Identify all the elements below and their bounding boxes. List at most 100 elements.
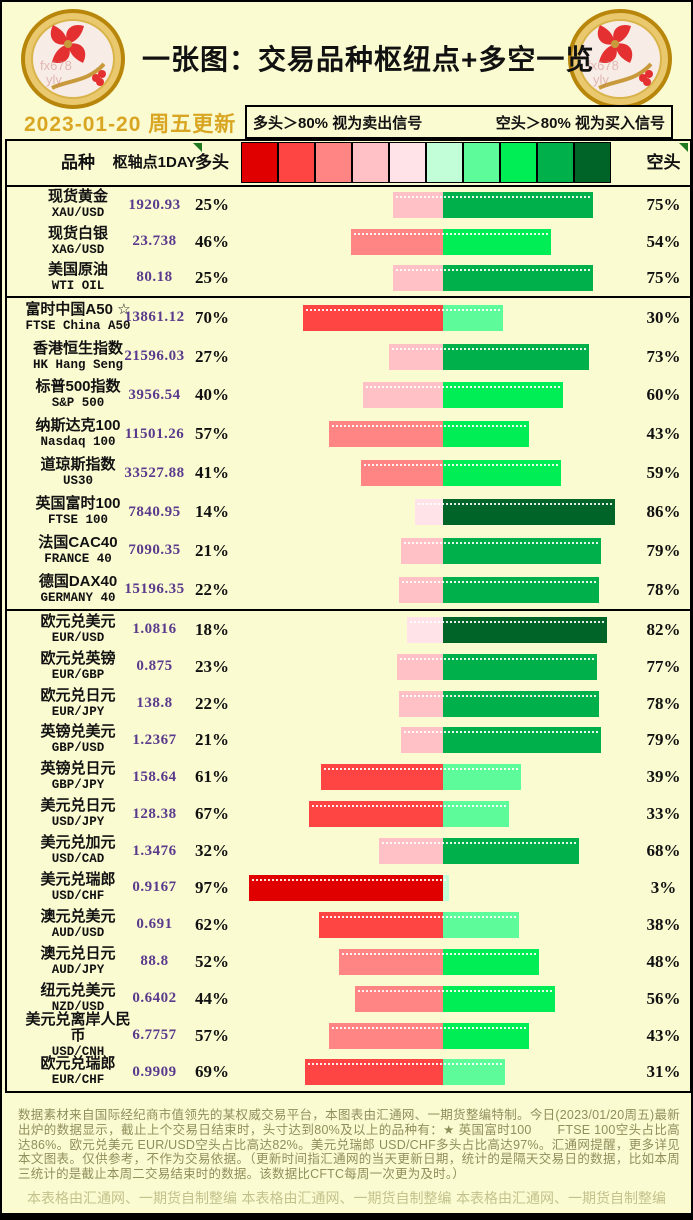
instrument-name: 现货白银 XAG/USD — [19, 223, 137, 259]
position-bar — [393, 264, 593, 291]
instrument-name: 英镑兑日元 GBP/JPY — [19, 759, 137, 796]
long-percent: 67% — [195, 804, 229, 824]
watermark-text: yly — [46, 72, 62, 87]
short-percent: 79% — [646, 540, 681, 560]
scale-swatch — [316, 143, 353, 182]
instrument-code: EUR/JPY — [51, 704, 105, 719]
short-percent: 39% — [646, 767, 681, 787]
instrument-name: 道琼斯指数 US30 — [19, 454, 137, 493]
short-percent: 30% — [646, 307, 681, 327]
long-percent: 97% — [195, 877, 229, 897]
short-percent: 33% — [646, 804, 681, 824]
long-bar — [303, 304, 443, 331]
pivot-value: 0.875 — [136, 658, 173, 675]
long-bar — [389, 343, 443, 370]
position-bar — [303, 304, 503, 331]
long-bar — [351, 228, 443, 255]
instrument-code: XAU/USD — [51, 206, 105, 221]
instrument-name-cn: 美国原油 — [47, 260, 108, 278]
long-percent: 27% — [195, 346, 229, 366]
long-percent: 46% — [195, 231, 229, 251]
pivot-value: 7840.95 — [128, 503, 181, 520]
scale-swatch — [464, 143, 501, 182]
instrument-code: FRANCE 40 — [44, 551, 112, 566]
scale-swatch — [242, 143, 279, 182]
instrument-name-cn: 美元兑瑞郎 — [40, 870, 116, 888]
long-bar — [379, 838, 443, 865]
update-date: 2023-01-20 周五更新 — [24, 113, 237, 136]
table-body: 现货黄金 XAU/USD 1920.93 25% 75% 现货白银 XAG/USD 23.73… — [7, 187, 690, 1091]
position-bar — [401, 727, 601, 754]
long-percent: 22% — [195, 579, 229, 599]
table-row: 现货黄金 XAU/USD 1920.93 25% 75% — [7, 187, 690, 223]
long-percent: 44% — [195, 988, 229, 1008]
instrument-name: 欧元兑瑞郎 EUR/CHF — [19, 1054, 137, 1091]
instrument-name-cn: 道琼斯指数 — [40, 456, 116, 474]
col-header-short: 空头 — [646, 153, 681, 172]
instrument-name: 德国DAX40 GERMANY 40 — [19, 570, 137, 609]
long-bar — [401, 727, 443, 754]
pivot-value: 1920.93 — [128, 196, 181, 213]
long-percent: 69% — [195, 1062, 229, 1082]
position-bar — [397, 653, 597, 680]
col-header-instrument: 品种 — [61, 153, 95, 172]
position-bar — [249, 874, 449, 901]
short-bar — [443, 192, 593, 219]
position-bar — [379, 838, 579, 865]
position-bar — [389, 343, 589, 370]
footer-credits: 本表格由汇通网、一期货自制整编 本表格由汇通网、一期货自制整编 本表格由汇通网、一期… — [27, 1188, 666, 1208]
long-bar — [415, 499, 443, 526]
coin-logo-left: fx678 yly — [21, 9, 125, 109]
pivot-value: 21596.03 — [124, 348, 185, 364]
instrument-name: 澳元兑日元 AUD/JPY — [19, 943, 137, 980]
long-bar — [319, 911, 443, 938]
instrument-name-cn: 英镑兑美元 — [40, 723, 116, 741]
long-percent: 61% — [195, 767, 229, 787]
blossom-icon — [92, 70, 106, 86]
short-percent: 56% — [646, 988, 681, 1008]
table-row: 道琼斯指数 US30 33527.88 41% 59% — [7, 454, 690, 493]
short-percent: 78% — [646, 579, 681, 599]
short-bar — [443, 690, 599, 717]
pivot-value: 1.3476 — [132, 842, 177, 859]
instrument-code: EUR/GBP — [51, 667, 105, 682]
short-bar — [443, 1022, 529, 1049]
scale-swatch — [353, 143, 390, 182]
position-bar — [305, 1059, 505, 1086]
table-row: 纽元兑美元 NZD/USD 0.6402 44% 56% — [7, 980, 690, 1017]
instrument-name: 富时中国A50 ☆ FTSE China A50 — [19, 298, 137, 337]
pivot-value: 1.0816 — [132, 621, 177, 638]
instrument-name-cn: 欧元兑日元 — [40, 686, 116, 704]
long-bar — [399, 690, 443, 717]
long-percent: 40% — [195, 385, 229, 405]
instrument-name: 欧元兑英镑 EUR/GBP — [19, 648, 137, 685]
pivot-value: 0.9167 — [132, 879, 177, 896]
credit-text: 本表格由汇通网、一期货自制整编 — [456, 1190, 666, 1206]
long-bar — [329, 421, 443, 448]
credit-text: 本表格由汇通网、一期货自制整编 — [27, 1190, 237, 1206]
pivot-value: 11501.26 — [124, 425, 185, 442]
col-header-long: 多头 — [195, 153, 229, 172]
position-bar — [351, 228, 551, 255]
instrument-name-cn: 德国DAX40 — [38, 572, 118, 590]
long-bar — [309, 801, 443, 828]
legend-buy-signal: 空头＞80% 视为买入信号 — [495, 114, 665, 132]
long-percent: 57% — [195, 424, 229, 444]
instrument-code: HK Hang Seng — [32, 357, 123, 372]
pivot-value: 138.8 — [136, 695, 173, 712]
position-bar — [407, 616, 607, 643]
instrument-code: WTI OIL — [51, 278, 105, 293]
page-title: 一张图：交易品种枢纽点+多空一览 — [142, 44, 595, 75]
short-bar — [443, 948, 539, 975]
instrument-code: AUD/USD — [51, 925, 105, 940]
instrument-name-cn: 香港恒生指数 — [32, 339, 123, 357]
short-bar — [443, 727, 601, 754]
long-bar — [339, 948, 443, 975]
long-bar — [321, 764, 443, 791]
short-bar — [443, 499, 615, 526]
pivot-value: 0.6402 — [132, 990, 177, 1007]
short-percent: 75% — [646, 267, 681, 287]
instrument-code: S&P 500 — [51, 396, 105, 411]
table-row: 欧元兑美元 EUR/USD 1.0816 18% 82% — [7, 611, 690, 648]
